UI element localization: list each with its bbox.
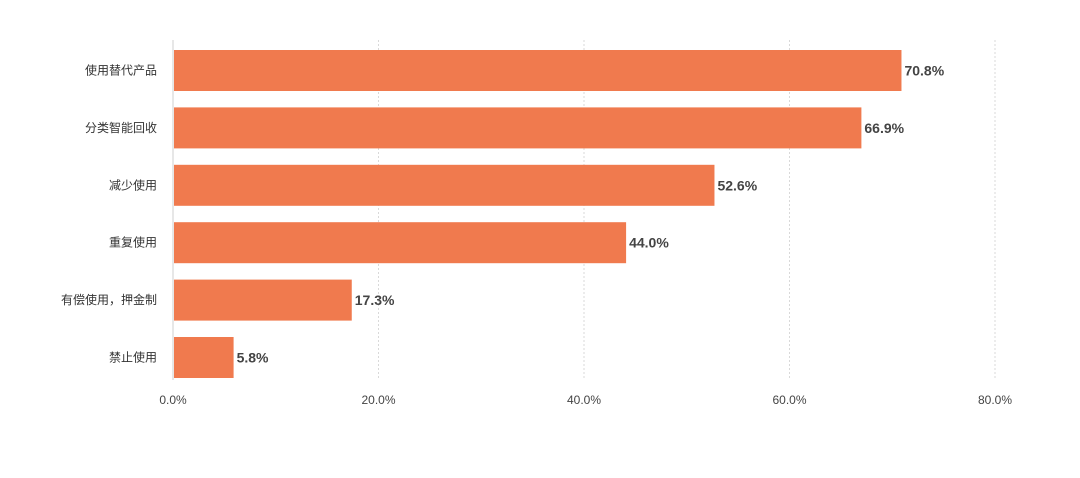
x-tick-label: 40.0%	[567, 393, 601, 407]
x-tick-label: 60.0%	[772, 393, 806, 407]
bar	[174, 222, 627, 264]
x-tick-label: 0.0%	[159, 393, 187, 407]
category-label: 有偿使用，押金制	[61, 292, 157, 307]
bar	[174, 337, 234, 378]
category-label: 禁止使用	[109, 350, 157, 365]
bar	[174, 50, 902, 91]
category-label: 减少使用	[109, 177, 157, 192]
data-label: 44.0%	[629, 235, 669, 251]
x-tick-label: 20.0%	[361, 393, 395, 407]
bar	[174, 107, 862, 149]
bar-layer	[174, 50, 902, 378]
label-layer: 0.0% 20.0% 40.0% 60.0% 80.0% 使用替代产品 70.8% 分类智能回…	[61, 63, 1012, 408]
data-label: 70.8%	[904, 63, 944, 79]
category-label: 使用替代产品	[85, 63, 157, 78]
category-label: 重复使用	[109, 235, 157, 250]
data-label: 17.3%	[355, 292, 395, 308]
bar	[174, 164, 715, 206]
data-label: 52.6%	[717, 177, 757, 193]
grid-layer	[172, 40, 996, 380]
x-tick-label: 80.0%	[978, 393, 1012, 407]
data-label: 66.9%	[864, 120, 904, 136]
category-label: 分类智能回收	[85, 120, 157, 135]
bar	[174, 279, 352, 321]
data-label: 5.8%	[237, 350, 269, 366]
